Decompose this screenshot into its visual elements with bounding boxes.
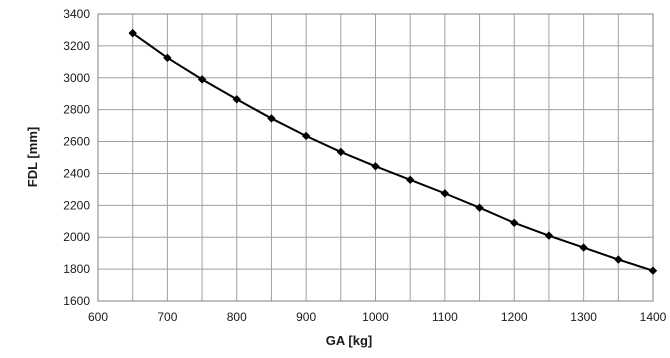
data-point-marker bbox=[614, 255, 623, 264]
y-tick-label: 1600 bbox=[63, 294, 90, 308]
y-tick-label: 2800 bbox=[63, 103, 90, 117]
y-tick-label: 3000 bbox=[63, 71, 90, 85]
data-point-marker bbox=[197, 75, 207, 84]
y-tick-label: 2400 bbox=[63, 166, 90, 180]
data-point-marker bbox=[510, 218, 519, 228]
x-tick-label: 700 bbox=[157, 310, 177, 324]
x-tick-label: 1400 bbox=[640, 310, 667, 324]
y-tick-label: 2600 bbox=[63, 135, 90, 149]
x-tick-label: 1100 bbox=[432, 310, 458, 324]
plot-area-frame bbox=[97, 13, 654, 302]
x-axis-title: GA [kg] bbox=[326, 333, 372, 348]
data-point-marker bbox=[440, 189, 450, 198]
y-axis-tick-labels: 1600 1800 2000 2200 2400 2600 2800 3000 3200 3400 bbox=[63, 7, 90, 308]
x-tick-label: 900 bbox=[296, 310, 316, 324]
series-line bbox=[132, 32, 654, 272]
data-point-marker bbox=[405, 175, 415, 185]
x-tick-label: 1300 bbox=[570, 310, 597, 324]
data-point-marker bbox=[648, 266, 658, 275]
data-point-marker bbox=[544, 231, 554, 240]
y-tick-label: 1800 bbox=[63, 262, 90, 276]
data-point-marker bbox=[301, 131, 311, 141]
data-point-marker bbox=[128, 28, 137, 38]
y-tick-label: 2000 bbox=[63, 230, 90, 244]
data-point-marker bbox=[163, 53, 172, 63]
x-tick-label: 1200 bbox=[501, 310, 528, 324]
x-tick-label: 600 bbox=[88, 310, 108, 324]
x-tick-label: 1000 bbox=[362, 310, 389, 324]
data-point-marker bbox=[475, 203, 484, 212]
x-axis-tick-labels: 600 700 800 900 1000 1100 1200 1300 1400 bbox=[88, 310, 667, 324]
y-tick-label: 3200 bbox=[63, 39, 90, 53]
data-point-marker bbox=[371, 162, 380, 171]
data-point-marker bbox=[232, 95, 241, 104]
data-point-marker bbox=[579, 243, 588, 252]
x-tick-label: 800 bbox=[227, 310, 247, 324]
y-axis-title: FDL [mm] bbox=[25, 127, 40, 187]
y-tick-label: 2200 bbox=[63, 198, 90, 212]
series-group bbox=[128, 28, 658, 275]
grid bbox=[98, 14, 653, 301]
data-point-marker bbox=[267, 114, 276, 123]
data-point-marker bbox=[336, 147, 346, 157]
y-tick-label: 3400 bbox=[63, 7, 90, 21]
